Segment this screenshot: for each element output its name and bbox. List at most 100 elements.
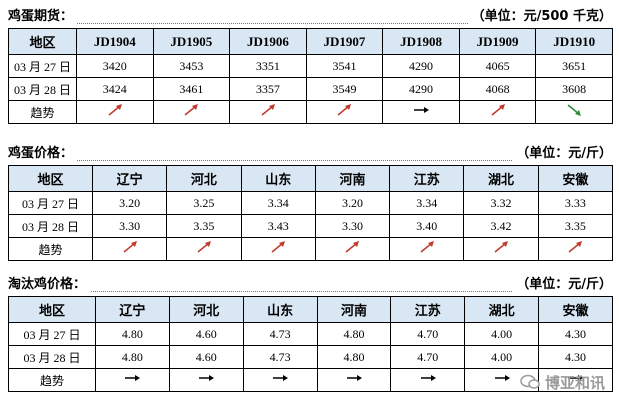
egg-price-section: 鸡蛋价格： （单位：元/斤） 地区 辽宁 河北 山东 河南 江苏 湖北 安徽 03 月 27 日 3.… [8,140,613,261]
header-cell: 河北 [168,296,244,323]
value-cell: 3.34 [240,191,316,215]
value-cell: 3.30 [91,214,168,238]
row-label: 03 月 27 日 [8,322,96,346]
data-row: 03 月 27 日 4.80 4.60 4.73 4.80 4.70 4.00 4.30 [8,322,613,346]
trend-cell [168,368,244,392]
value-cell: 3.35 [166,214,242,238]
value-cell: 3.43 [240,214,316,238]
trend-up [568,241,583,253]
value-cell: 3.42 [463,214,539,238]
header-cell: JD1907 [305,28,384,55]
trend-cell [463,237,539,261]
trend-cell [464,368,540,392]
value-cell: 4.70 [390,345,466,369]
unit-label: （单位：元/500 千克） [467,5,612,24]
trend-cell [242,368,318,392]
trend-cell [166,237,242,261]
trend-cell [314,237,391,261]
data-row: 03 月 28 日 3.30 3.35 3.43 3.30 3.40 3.42 3.35 [8,214,613,238]
value-cell: 3.20 [91,191,168,215]
row-label: 03 月 28 日 [8,345,96,369]
value-cell: 4068 [458,77,537,101]
trend-cell [240,237,316,261]
row-label: 03 月 27 日 [8,54,77,78]
trend-up [346,241,360,253]
trend-up [108,104,122,116]
trend-cell [537,237,613,261]
futures-section: 鸡蛋期货： （单位：元/500 千克） 地区 JD1904 JD1905 JD1906 JD… [8,3,613,124]
value-cell: 3.35 [537,214,613,238]
data-table: 地区 辽宁 河北 山东 河南 江苏 湖北 安徽 03 月 27 日 4.80 4.60 4.73 4.8… [8,296,613,392]
value-cell: 3651 [535,54,613,78]
trend-flat [273,375,289,381]
section-title: 淘汰鸡价格： [8,273,91,292]
trend-flat [346,375,362,381]
value-cell: 3.20 [314,191,391,215]
trend-cell [95,368,170,392]
value-cell: 4.60 [168,345,244,369]
value-cell: 3461 [152,77,231,101]
value-cell: 4.70 [390,322,466,346]
trend-up [494,241,509,253]
trend-cell [91,237,168,261]
trend-cell [305,100,384,124]
trend-up [337,104,352,116]
header-cell: 辽宁 [91,165,168,192]
section-header: 鸡蛋期货： （单位：元/500 千克） [8,3,612,24]
row-label: 03 月 28 日 [8,214,93,238]
value-cell: 4065 [458,54,537,78]
trend-cell [458,100,537,124]
trend-flat [568,375,584,381]
watermark: 博亚和讯 [520,372,605,393]
value-cell: 3424 [76,77,154,101]
header-cell: JD1910 [535,28,613,55]
header-cell: 河北 [166,165,242,192]
value-cell: 3.30 [314,214,391,238]
trend-up [123,241,137,253]
header-cell: JD1908 [382,28,460,55]
header-row: 地区 辽宁 河北 山东 河南 江苏 湖北 安徽 [8,165,613,192]
data-row: 03 月 28 日 4.80 4.60 4.73 4.80 4.70 4.00 4.30 [8,345,613,369]
value-cell: 3608 [535,77,613,101]
value-cell: 4.80 [95,322,170,346]
header-row: 地区 辽宁 河北 山东 河南 江苏 湖北 安徽 [8,296,613,323]
data-row: 03 月 28 日 3424 3461 3357 3549 4290 4068 3608 [8,77,613,101]
data-row: 趋势 [8,100,613,124]
header-cell: 河南 [316,296,392,323]
trend-up [271,241,286,253]
trend-up [197,241,211,253]
trend-flat [494,375,510,381]
header-cell: 安徽 [537,165,613,192]
unit-label: （单位：元/斤） [512,273,612,292]
value-cell: 3453 [152,54,231,78]
data-row: 03 月 27 日 3420 3453 3351 3541 4290 4065 3651 [8,54,613,78]
header-cell: JD1906 [229,28,307,55]
trend-cell [229,100,307,124]
section-title: 鸡蛋价格： [8,142,78,161]
row-label: 趋势 [8,100,77,124]
value-cell: 3549 [305,77,384,101]
header-row: 地区 JD1904 JD1905 JD1906 JD1907 JD1908 JD1909 JD… [8,28,613,55]
data-row: 趋势 [8,368,613,392]
header-cell: 河南 [314,165,391,192]
value-cell: 4.80 [316,322,392,346]
wechat-icon [520,374,540,389]
trend-cell [390,368,466,392]
header-cell: 地区 [8,28,77,55]
header-cell: 地区 [8,165,93,192]
data-table: 地区 辽宁 河北 山东 河南 江苏 湖北 安徽 03 月 27 日 3.20 3.25 3.34 3.2… [8,165,613,261]
value-cell: 3.34 [389,191,465,215]
value-cell: 4290 [382,54,460,78]
trend-flat [125,375,141,381]
section-title: 鸡蛋期货： [8,5,78,24]
header-cell: 湖北 [463,165,539,192]
value-cell: 4290 [382,77,460,101]
value-cell: 4.73 [242,322,318,346]
header-cell: JD1909 [458,28,537,55]
watermark-text: 博亚和讯 [544,374,605,392]
value-cell: 4.00 [464,345,540,369]
header-cell: 辽宁 [95,296,170,323]
trend-cell [535,100,613,124]
